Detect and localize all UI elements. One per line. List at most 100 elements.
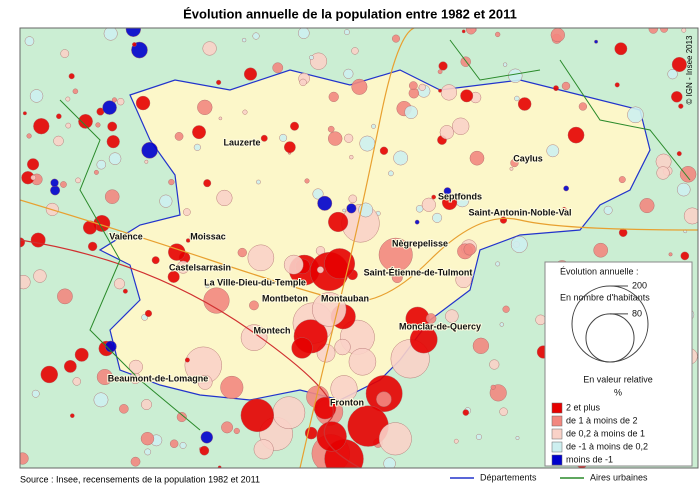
commune-circle: [431, 194, 437, 200]
commune-circle: [348, 348, 377, 376]
commune-circle: [378, 422, 412, 456]
legend-swatch: [551, 428, 563, 440]
commune-circle: [671, 91, 683, 103]
place-label: Castelsarrasin: [169, 262, 231, 272]
commune-circle: [297, 28, 310, 39]
title: Évolution annuelle de la population entr…: [183, 6, 517, 21]
commune-circle: [317, 195, 333, 211]
place-label: Montbeton: [262, 293, 308, 303]
commune-circle: [144, 159, 149, 164]
frame: [19, 27, 699, 469]
place-label: Nègrepelisse: [392, 238, 448, 248]
commune-circle: [460, 89, 474, 103]
commune-circle: [72, 88, 79, 95]
commune-circle: [243, 67, 257, 81]
commune-circle: [179, 442, 187, 449]
commune-circle: [328, 131, 343, 146]
commune-circle: [309, 52, 328, 70]
place-label: Lauzerte: [223, 137, 260, 147]
legend-class-label: 2 et plus: [566, 402, 601, 412]
place-label: La Ville-Dieu-du-Temple: [204, 277, 306, 287]
legend-class-label: de 1 à moins de 2: [566, 415, 638, 425]
commune-circle: [490, 384, 496, 390]
place-label: Saint-Étienne-de-Tulmont: [364, 267, 473, 277]
commune-circle: [514, 95, 520, 102]
commune-circle: [441, 194, 458, 210]
commune-circle: [421, 197, 436, 212]
commune-circle: [202, 41, 217, 56]
commune-circle: [31, 389, 40, 398]
commune-circle: [216, 189, 233, 207]
commune-circle: [82, 220, 97, 235]
commune-circle: [279, 133, 288, 142]
commune-circle: [508, 68, 523, 83]
commune-circle: [639, 198, 655, 214]
commune-circle: [328, 211, 349, 232]
commune-circle: [102, 100, 117, 115]
commune-circle: [618, 228, 628, 237]
commune-circle: [312, 188, 324, 200]
commune-circle: [159, 194, 173, 208]
commune-circle: [20, 275, 31, 290]
commune-circle: [351, 78, 368, 95]
commune-circle: [510, 236, 528, 253]
place-label: Montech: [254, 325, 291, 335]
commune-circle: [461, 29, 466, 34]
commune-circle: [135, 95, 151, 111]
commune-circle: [233, 427, 240, 435]
commune-circle: [304, 178, 310, 184]
commune-circle: [63, 360, 77, 373]
commune-circle: [437, 69, 443, 75]
legend-relative-heading: En valeur relative: [583, 374, 653, 384]
place-label: Caylus: [513, 153, 543, 163]
commune-circle: [24, 36, 35, 46]
place-label: Monclar-de-Quercy: [399, 321, 481, 331]
legend-size-label: 80: [632, 308, 642, 318]
commune-circle: [680, 251, 690, 261]
commune-circle: [104, 189, 120, 204]
commune-circle: [440, 84, 457, 101]
commune-circle: [113, 278, 125, 290]
commune-circle: [283, 254, 304, 275]
commune-circle: [348, 194, 358, 204]
commune-circle: [334, 338, 351, 356]
commune-circle: [128, 359, 143, 374]
map-area: [20, 28, 698, 468]
commune-circle: [614, 82, 620, 88]
commune-circle: [140, 432, 155, 446]
commune-circle: [535, 314, 546, 326]
commune-circle: [184, 357, 190, 363]
commune-circle: [168, 243, 186, 261]
commune-circle: [216, 79, 222, 85]
commune-circle: [391, 272, 403, 283]
commune-circle: [660, 28, 668, 33]
commune-circle: [151, 256, 160, 265]
commune-circle: [78, 114, 93, 129]
commune-circle: [648, 28, 658, 34]
commune-circle: [517, 97, 532, 111]
commune-circle: [495, 261, 501, 267]
commune-circle: [68, 73, 75, 80]
commune-circle: [141, 142, 158, 159]
commune-circle: [105, 340, 117, 353]
commune-circle: [174, 132, 184, 141]
commune-circle: [197, 99, 213, 115]
commune-circle: [349, 155, 354, 160]
commune-circle: [119, 404, 129, 414]
commune-circle: [50, 185, 61, 196]
commune-circle: [324, 248, 355, 280]
legend-line-label: Aires urbaines: [590, 472, 648, 482]
commune-circle: [93, 169, 99, 175]
commune-circle: [409, 325, 438, 354]
commune-circle: [676, 182, 691, 197]
commune-circle: [117, 98, 125, 106]
commune-circle: [72, 377, 81, 386]
commune-circle: [299, 78, 307, 87]
commune-circle: [383, 457, 396, 468]
commune-circle: [74, 347, 89, 362]
commune-circle: [327, 125, 335, 133]
legend-swatch: [551, 441, 563, 453]
commune-circle: [176, 260, 190, 274]
commune-circle: [95, 122, 101, 128]
